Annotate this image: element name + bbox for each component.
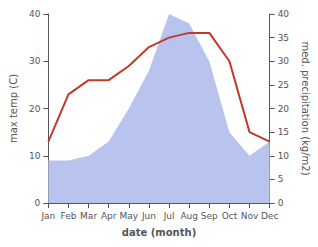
svg-text:0: 0 [35,198,41,208]
svg-text:date (month): date (month) [122,227,196,238]
svg-text:20: 20 [29,104,41,114]
svg-text:40: 40 [278,9,290,19]
svg-text:med. precipitation (kg/m2): med. precipitation (kg/m2) [300,41,311,175]
svg-text:Jan: Jan [40,211,55,221]
svg-text:max temp (C): max temp (C) [8,74,19,143]
svg-text:Aug: Aug [180,211,198,221]
svg-text:30: 30 [278,56,290,66]
svg-text:Jul: Jul [163,211,175,221]
svg-text:25: 25 [278,80,289,90]
svg-text:5: 5 [278,174,284,184]
svg-text:10: 10 [29,151,41,161]
svg-text:Jun: Jun [141,211,156,221]
svg-text:Apr: Apr [101,211,117,221]
svg-text:10: 10 [278,151,290,161]
svg-text:Dec: Dec [261,211,278,221]
svg-text:Mar: Mar [80,211,97,221]
svg-text:0: 0 [278,198,284,208]
svg-text:15: 15 [278,127,289,137]
svg-text:Nov: Nov [241,211,259,221]
svg-text:30: 30 [29,56,41,66]
svg-text:40: 40 [29,9,41,19]
svg-text:Oct: Oct [222,211,238,221]
svg-text:Sep: Sep [201,211,218,221]
svg-text:Feb: Feb [61,211,77,221]
svg-text:35: 35 [278,33,289,43]
svg-text:May: May [120,211,139,221]
svg-text:20: 20 [278,104,290,114]
